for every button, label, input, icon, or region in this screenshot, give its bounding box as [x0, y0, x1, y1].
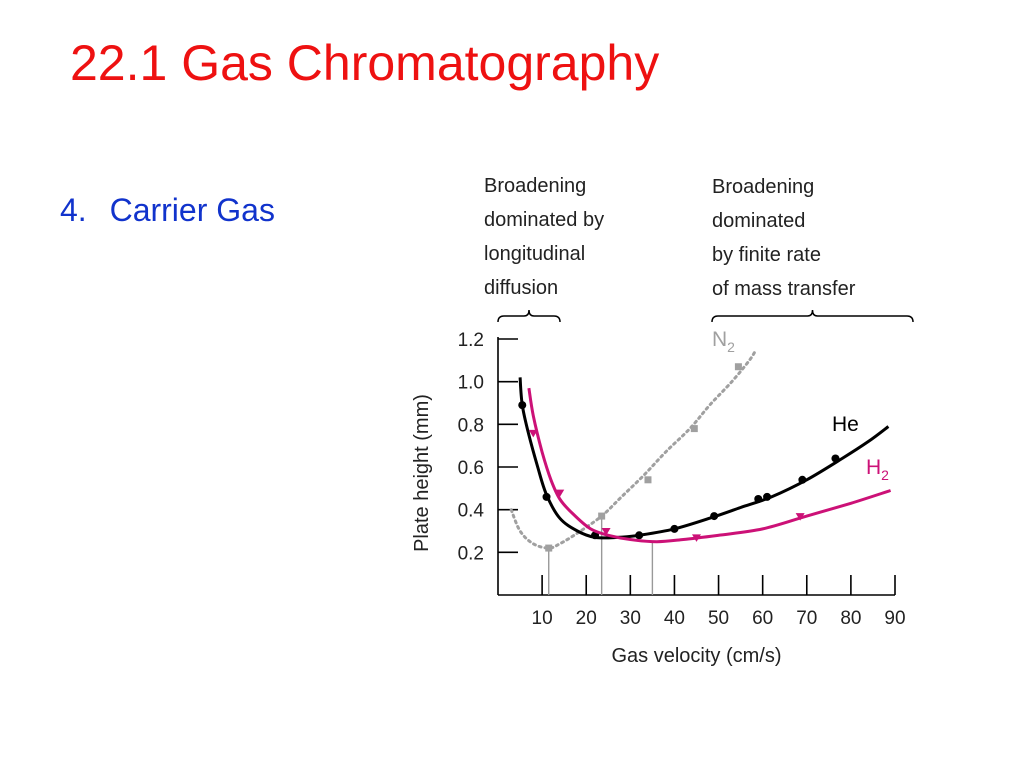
annotation-line: Broadening [484, 175, 586, 197]
slide-title: 22.1 Gas Chromatography [70, 35, 660, 91]
series-label-name: N [712, 328, 727, 351]
x-tick-label: 70 [796, 608, 817, 629]
series-label-name: He [832, 413, 859, 436]
series-label-subscript: 2 [881, 467, 889, 483]
y-tick-label: 0.4 [458, 501, 485, 522]
annotation-line: by finite rate [712, 244, 821, 266]
data-point [690, 425, 698, 433]
data-point [754, 495, 763, 503]
data-point [692, 534, 701, 542]
bullet-item: 4. Carrier Gas [60, 192, 275, 229]
x-tick-label: 40 [664, 608, 685, 629]
annotation-line: dominated [712, 210, 805, 232]
x-tick-label: 10 [532, 608, 553, 629]
series-label-n2: N2 [712, 328, 735, 355]
data-point [795, 513, 805, 521]
annotation-brace [497, 309, 561, 323]
bullet-number: 4. [60, 192, 87, 228]
x-tick-label: 50 [708, 608, 729, 629]
data-point [763, 492, 772, 501]
series-label-name: H [866, 456, 881, 479]
annotation-line: of mass transfer [712, 278, 856, 300]
y-tick-label: 1.2 [458, 330, 484, 351]
data-point [555, 489, 565, 498]
data-point [528, 429, 538, 438]
data-point [831, 454, 840, 463]
series-label-he: He [832, 413, 859, 436]
x-axis-label: Gas velocity (cm/s) [611, 645, 781, 667]
x-tick-label: 60 [752, 608, 773, 629]
data-point [518, 401, 527, 410]
x-tick-label: 20 [576, 608, 597, 629]
annotation-left: Broadening dominated by longitudinal diffus… [484, 175, 604, 323]
annotation-line: diffusion [484, 277, 558, 299]
data-point [644, 476, 652, 484]
y-tick-label: 0.8 [458, 415, 484, 436]
series-line-he [518, 377, 890, 540]
data-point [598, 512, 606, 520]
data-point [710, 512, 719, 521]
data-point [542, 492, 551, 501]
data-point [798, 475, 807, 484]
series-line-n2 [509, 348, 758, 550]
data-point [670, 524, 679, 533]
data-point [601, 528, 611, 536]
annotation-line: longitudinal [484, 243, 585, 265]
x-tick-label: 30 [620, 608, 641, 629]
y-tick-label: 0.2 [458, 543, 484, 564]
data-point [734, 363, 742, 371]
series-line-h2 [527, 387, 892, 544]
y-tick-label: 0.6 [458, 458, 484, 479]
y-tick-label: 1.0 [458, 373, 484, 394]
series-he: He [518, 377, 890, 540]
y-axis-label: Plate height (mm) [411, 394, 433, 552]
series-h2: H2 [527, 387, 892, 544]
annotation-right: Broadening dominated by finite rate of mass… [711, 176, 914, 323]
x-tick-label: 90 [884, 608, 905, 629]
data-point [545, 544, 553, 552]
x-tick-label: 80 [840, 608, 861, 629]
bullet-text: Carrier Gas [109, 192, 275, 228]
data-point [635, 531, 644, 540]
series-label-subscript: 2 [727, 339, 735, 355]
annotation-brace [711, 309, 914, 323]
annotation-line: Broadening [712, 176, 814, 198]
series-n2: N2 [509, 328, 758, 552]
series-label-h2: H2 [866, 456, 889, 483]
annotation-line: dominated by [484, 209, 604, 231]
